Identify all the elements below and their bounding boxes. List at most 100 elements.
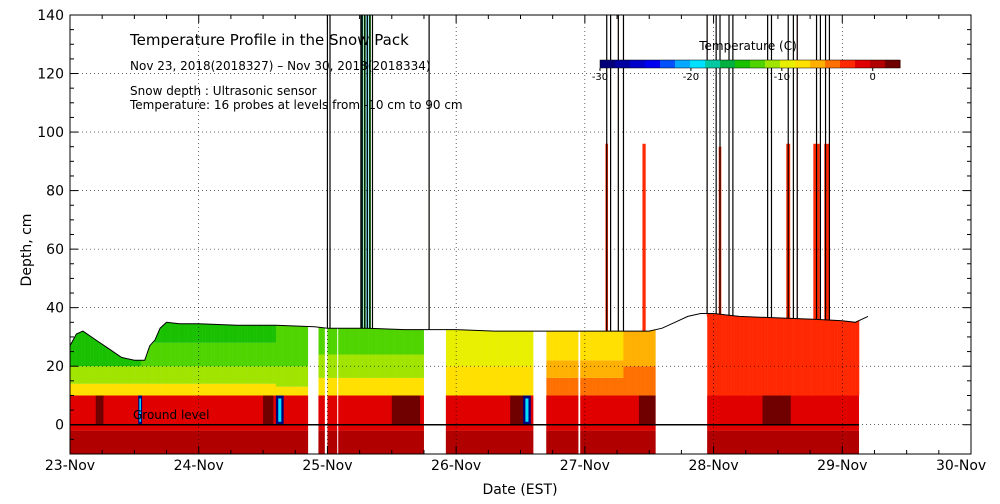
snow-temperature-cell bbox=[265, 366, 268, 384]
snow-temperature-cell bbox=[547, 331, 550, 361]
snow-temperature-cell bbox=[212, 342, 215, 367]
snow-temperature-cell bbox=[620, 331, 623, 361]
snow-temperature-cell bbox=[230, 383, 233, 396]
snow-temperature-cell bbox=[622, 331, 624, 361]
snow-temperature-cell bbox=[200, 342, 202, 367]
snow-temperature-cell bbox=[333, 377, 336, 396]
snow-temperature-cell bbox=[391, 377, 394, 396]
snow-temperature-cell bbox=[97, 366, 99, 384]
snow-temperature-cell bbox=[273, 325, 275, 343]
snow-temperature-cell bbox=[382, 354, 385, 378]
snow-temperature-cell bbox=[803, 318, 806, 396]
snow-temperature-cell bbox=[474, 330, 476, 367]
snow-temperature-cell bbox=[651, 330, 654, 367]
snow-temperature-cell bbox=[372, 328, 375, 355]
snow-temperature-cell bbox=[556, 377, 559, 396]
snow-temperature-cell bbox=[342, 354, 345, 378]
snow-temperature-cell bbox=[344, 328, 346, 355]
snow-temperature-cell bbox=[152, 383, 154, 396]
snow-temperature-cell bbox=[225, 342, 228, 367]
snow-temperature-cell bbox=[264, 383, 266, 396]
snow-temperature-cell bbox=[216, 324, 219, 343]
snow-temperature-cell bbox=[771, 317, 774, 396]
snow-temperature-cell bbox=[301, 386, 304, 396]
snow-temperature-cell bbox=[234, 325, 237, 343]
snow-temperature-cell bbox=[546, 377, 548, 396]
snow-temperature-cell bbox=[798, 318, 801, 396]
snow-temperature-cell bbox=[268, 383, 270, 396]
y-tick-label: 0 bbox=[55, 418, 64, 434]
snow-temperature-cell bbox=[184, 323, 187, 343]
snow-temperature-cell bbox=[134, 383, 136, 396]
snow-temperature-cell bbox=[562, 377, 565, 396]
snow-temperature-cell bbox=[187, 383, 189, 396]
snow-temperature-cell bbox=[354, 377, 357, 396]
snow-temperature-cell bbox=[768, 317, 771, 396]
snow-temperature-cell bbox=[389, 329, 391, 355]
colorbar-swatch bbox=[675, 60, 691, 68]
snow-temperature-cell bbox=[112, 383, 115, 396]
snow-temperature-cell bbox=[564, 331, 566, 361]
snow-temperature-cell bbox=[158, 366, 161, 384]
snow-temperature-cell bbox=[371, 328, 373, 355]
snow-temperature-cell bbox=[822, 319, 825, 396]
snow-temperature-cell bbox=[450, 366, 453, 396]
snow-temperature-cell bbox=[166, 342, 169, 367]
snow-temperature-cell bbox=[456, 366, 458, 396]
snow-temperature-cell bbox=[130, 366, 133, 384]
snow-temperature-cell bbox=[524, 331, 526, 367]
snow-temperature-cell bbox=[489, 330, 492, 367]
snow-temperature-cell bbox=[196, 323, 198, 343]
ground-cold-core bbox=[525, 398, 529, 422]
snow-temperature-cell bbox=[328, 328, 331, 355]
snow-temperature-cell bbox=[112, 366, 115, 384]
snow-temperature-cell bbox=[408, 329, 411, 355]
snow-temperature-cell bbox=[144, 358, 147, 367]
snow-temperature-cell bbox=[232, 366, 234, 384]
snow-temperature-cell bbox=[360, 377, 363, 396]
snow-temperature-cell bbox=[116, 383, 118, 396]
snow-temperature-cell bbox=[261, 342, 264, 367]
snow-temperature-cell bbox=[354, 328, 357, 355]
snow-temperature-cell bbox=[510, 331, 512, 367]
ground-cold-core bbox=[139, 398, 141, 422]
ground-band-deep bbox=[70, 430, 860, 454]
snow-temperature-cell bbox=[330, 328, 332, 355]
snow-temperature-cell bbox=[84, 366, 86, 384]
snow-temperature-cell bbox=[734, 315, 736, 396]
snow-temperature-cell bbox=[848, 321, 851, 396]
snow-temperature-cell bbox=[232, 342, 234, 367]
snow-temperature-cell bbox=[556, 360, 559, 378]
snow-temperature-cell bbox=[853, 322, 856, 396]
snow-temperature-cell bbox=[188, 342, 190, 367]
snow-temperature-cell bbox=[112, 351, 115, 367]
snow-temperature-cell bbox=[348, 328, 350, 355]
snow-temperature-cell bbox=[626, 366, 628, 396]
snow-temperature-cell bbox=[118, 366, 121, 384]
note-probes: Temperature: 16 probes at levels from -1… bbox=[129, 98, 463, 112]
snow-temperature-cell bbox=[268, 325, 270, 343]
snow-temperature-cell bbox=[490, 330, 493, 367]
snow-temperature-cell bbox=[781, 318, 784, 396]
snow-temperature-cell bbox=[839, 320, 842, 396]
snow-temperature-cell bbox=[111, 383, 113, 396]
snow-temperature-cell bbox=[346, 354, 349, 378]
snow-temperature-cell bbox=[178, 342, 180, 367]
snow-temperature-cell bbox=[218, 342, 220, 367]
snow-temperature-cell bbox=[456, 329, 458, 367]
colorbar-swatch bbox=[825, 60, 841, 68]
snow-temperature-cell bbox=[602, 377, 605, 396]
snow-temperature-cell bbox=[126, 383, 129, 396]
snow-temperature-cell bbox=[587, 360, 589, 378]
snow-temperature-cell bbox=[187, 366, 189, 384]
snow-temperature-cell bbox=[470, 366, 472, 396]
snow-temperature-cell bbox=[160, 327, 162, 343]
snow-temperature-cell bbox=[744, 316, 747, 396]
snow-temperature-cell bbox=[510, 366, 512, 396]
snow-temperature-cell bbox=[121, 366, 124, 384]
snow-temperature-cell bbox=[201, 383, 203, 396]
snow-temperature-cell bbox=[180, 342, 183, 367]
snow-temperature-cell bbox=[553, 331, 556, 361]
snow-temperature-cell bbox=[242, 366, 245, 384]
snow-temperature-cell bbox=[94, 366, 97, 384]
